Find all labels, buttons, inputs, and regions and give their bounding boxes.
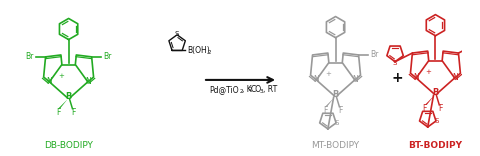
Text: +: + — [58, 73, 64, 79]
Text: S: S — [435, 118, 439, 124]
Text: +: + — [325, 71, 331, 77]
Polygon shape — [425, 95, 434, 105]
Text: B(OH): B(OH) — [187, 46, 210, 55]
Text: S: S — [175, 31, 180, 37]
Text: N: N — [313, 75, 319, 84]
Text: F: F — [438, 104, 443, 113]
Polygon shape — [58, 99, 68, 109]
Text: 2: 2 — [240, 89, 243, 94]
Text: N: N — [352, 75, 358, 84]
Text: BT-BODIPY: BT-BODIPY — [408, 141, 462, 150]
Text: MT-BODIPY: MT-BODIPY — [312, 141, 360, 150]
Text: N: N — [413, 73, 419, 83]
Text: B: B — [432, 88, 439, 97]
Text: F: F — [323, 106, 327, 115]
Text: Br: Br — [25, 52, 34, 61]
Text: N: N — [85, 77, 91, 86]
Polygon shape — [325, 97, 335, 107]
Text: S: S — [393, 60, 397, 66]
Text: 2: 2 — [249, 87, 252, 92]
Text: 3: 3 — [260, 89, 263, 94]
Text: , K: , K — [242, 85, 252, 94]
Text: CO: CO — [251, 85, 262, 94]
Text: F: F — [338, 106, 343, 115]
Text: Br: Br — [103, 52, 111, 61]
Text: B: B — [65, 92, 72, 101]
Text: S: S — [479, 58, 480, 64]
Text: +: + — [425, 69, 431, 75]
Text: 2: 2 — [207, 50, 211, 55]
Text: F: F — [71, 108, 75, 117]
Text: DB-BODIPY: DB-BODIPY — [44, 141, 93, 150]
Text: Pd@TiO: Pd@TiO — [209, 85, 239, 94]
Text: +: + — [391, 71, 403, 85]
Text: N: N — [47, 77, 52, 86]
Text: S: S — [335, 120, 339, 126]
Text: N: N — [452, 73, 457, 83]
Text: Br: Br — [370, 50, 379, 59]
Text: F: F — [56, 108, 60, 117]
Text: , RT: , RT — [263, 85, 277, 94]
Text: B: B — [332, 90, 339, 99]
Text: F: F — [423, 104, 427, 113]
